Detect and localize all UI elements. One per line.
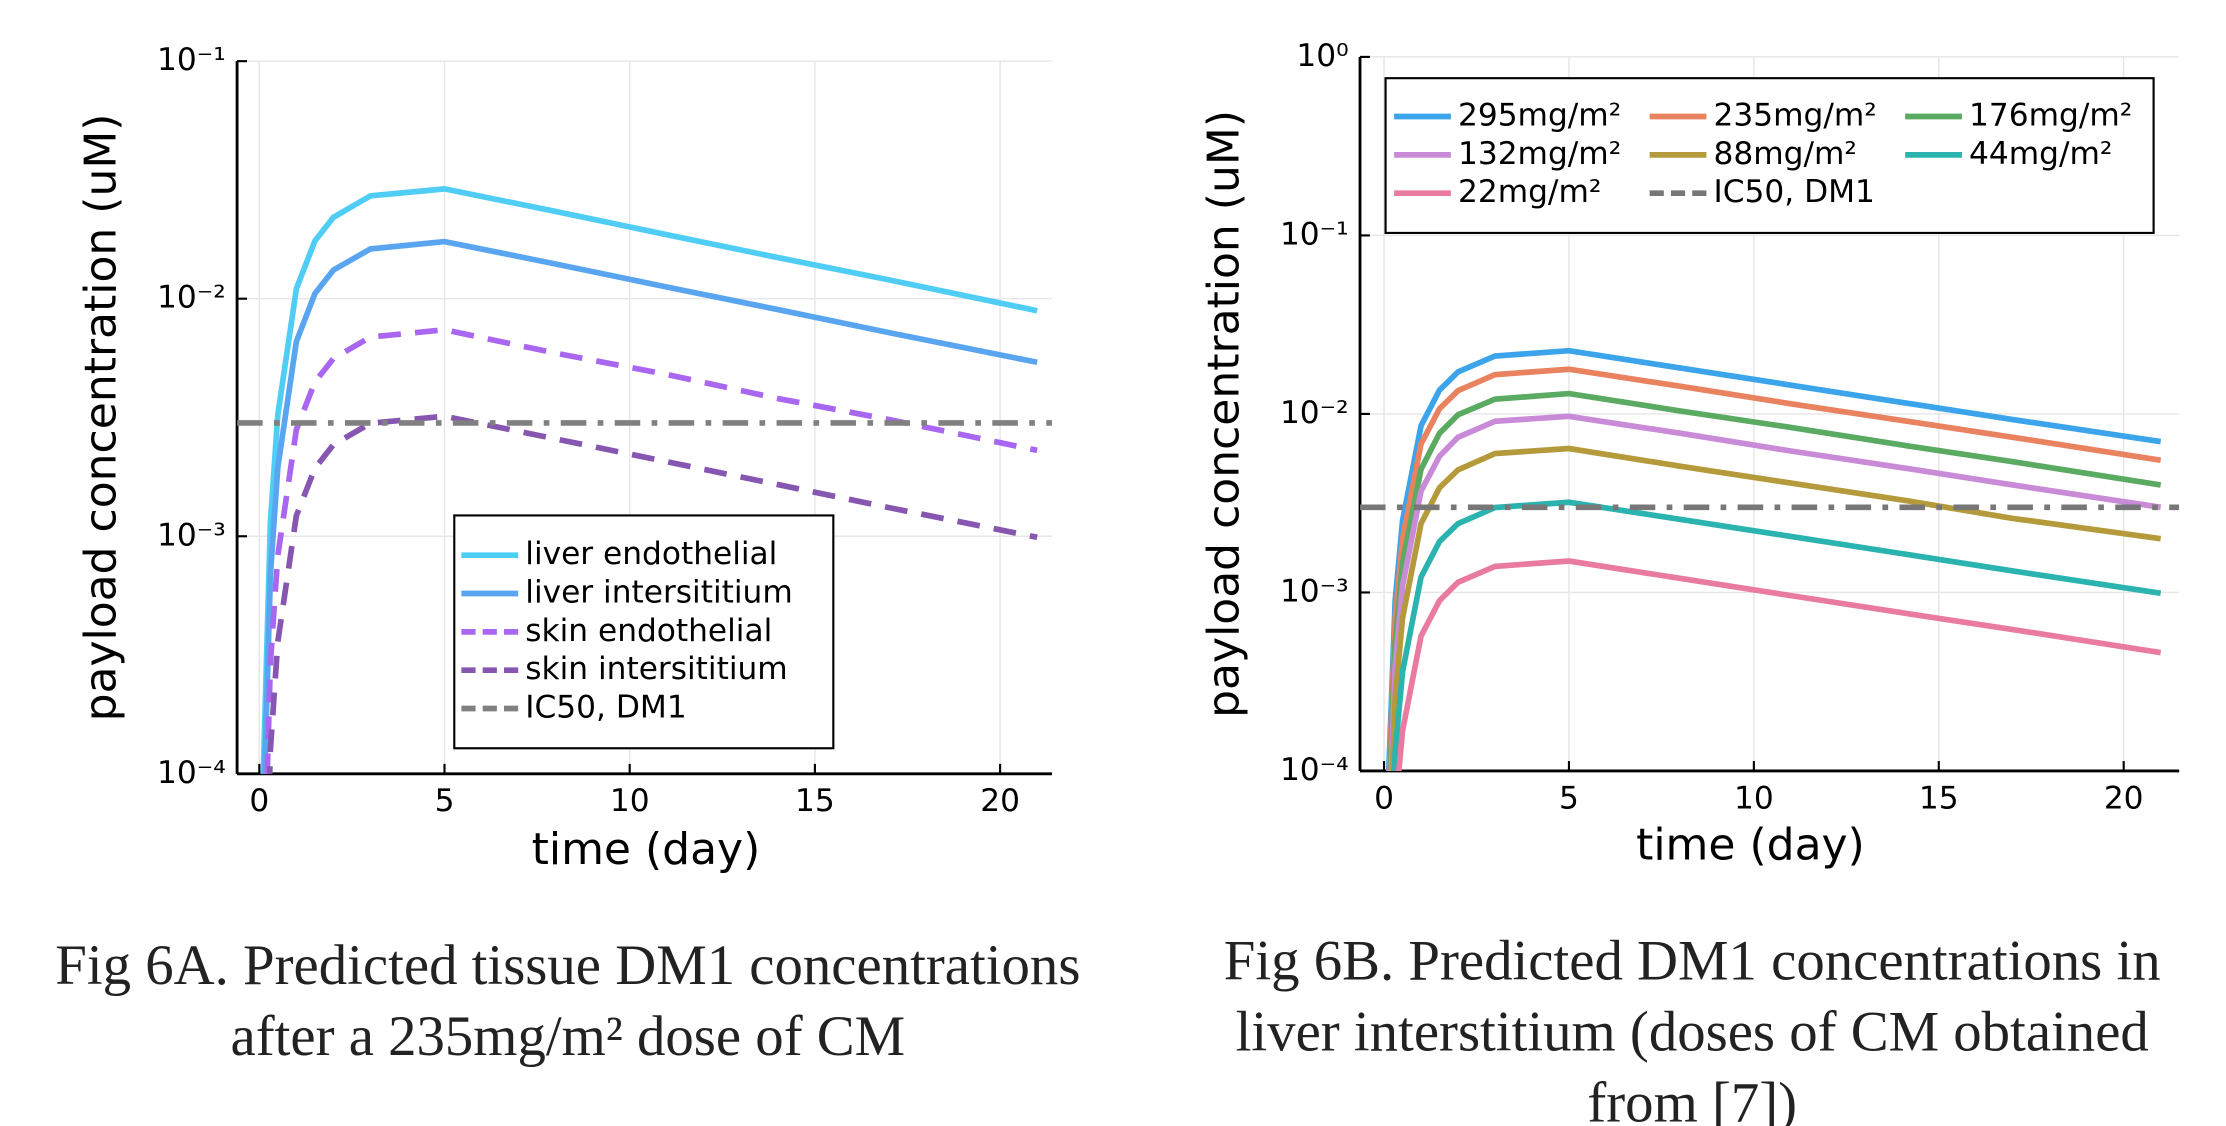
caption-box: Fig 6B. Predicted DM1 concentrations in … bbox=[1223, 928, 2161, 1126]
figure-caption: Fig 6A. Predicted tissue DM1 concentrati… bbox=[55, 932, 1081, 1068]
legend-box bbox=[1384, 77, 2155, 234]
legend-label: liver intersititium bbox=[525, 575, 793, 611]
legend-label: skin intersititium bbox=[525, 651, 787, 687]
series-line bbox=[1391, 499, 2162, 771]
legend-label: skin endothelial bbox=[525, 613, 772, 649]
legend-label: 22mg/m² bbox=[1458, 174, 1601, 210]
legend: 295mg/m² 235mg/m² 176mg/m² 132mg/m² 88mg/m² 4… bbox=[1384, 77, 2155, 234]
x-tick-label: 5 bbox=[1559, 780, 1579, 816]
y-tick-label: 10⁻³ bbox=[1280, 573, 1349, 609]
series-line bbox=[1386, 366, 2162, 771]
chart-panel: 0 5 10 15 20 10⁻⁴ 10⁻³ 10⁻² 10⁻¹ 10⁰ time (day) pay… bbox=[1199, 38, 2180, 1126]
y-tick-label: 10⁻¹ bbox=[1280, 216, 1349, 252]
legend-label: 44mg/m² bbox=[1969, 136, 2112, 172]
series-line bbox=[1395, 558, 2162, 771]
legend-label: IC50, DM1 bbox=[525, 690, 686, 726]
legend-label: 295mg/m² bbox=[1458, 98, 1621, 134]
y-tick-label: 10⁻⁴ bbox=[157, 755, 226, 791]
y-tick-label: 10⁰ bbox=[1296, 38, 1348, 74]
y-tick-label: 10⁻⁴ bbox=[1280, 752, 1349, 788]
figure-caption: Fig 6B. Predicted DM1 concentrations in … bbox=[1223, 928, 2161, 1126]
legend-label: 132mg/m² bbox=[1458, 136, 1621, 172]
series-line bbox=[1387, 390, 2162, 771]
x-tick-label: 5 bbox=[435, 783, 455, 819]
x-tick-label: 15 bbox=[795, 783, 835, 819]
x-tick-label: 15 bbox=[1919, 780, 1959, 816]
x-tick-label: 20 bbox=[980, 783, 1020, 819]
plot-area bbox=[1360, 347, 2180, 771]
y-tick-label: 10⁻² bbox=[1280, 395, 1349, 431]
series-line bbox=[260, 186, 1038, 774]
x-axis-title: time (day) bbox=[532, 824, 761, 875]
series-line bbox=[266, 413, 1038, 774]
x-axis-title: time (day) bbox=[1636, 820, 1865, 871]
y-tick-label: 10⁻³ bbox=[157, 517, 226, 553]
plot-area bbox=[237, 186, 1052, 774]
series-line bbox=[1388, 413, 2162, 771]
x-tick-label: 0 bbox=[249, 783, 269, 819]
series-line bbox=[1385, 347, 2162, 771]
y-tick-label: 10⁻¹ bbox=[157, 42, 226, 78]
x-tick-label: 0 bbox=[1374, 780, 1394, 816]
y-tick-label: 10⁻² bbox=[157, 280, 226, 316]
x-tick-label: 20 bbox=[2104, 780, 2144, 816]
legend-label: 88mg/m² bbox=[1714, 136, 1857, 172]
series-line bbox=[264, 326, 1038, 774]
legend-label: IC50, DM1 bbox=[1714, 174, 1875, 210]
caption-box: Fig 6A. Predicted tissue DM1 concentrati… bbox=[55, 932, 1081, 1068]
legend-label: 176mg/m² bbox=[1969, 98, 2132, 134]
x-tick-label: 10 bbox=[610, 783, 650, 819]
x-tick-label: 10 bbox=[1734, 780, 1774, 816]
y-axis-title: payload concentration (uM) bbox=[76, 114, 127, 722]
legend-label: 235mg/m² bbox=[1714, 98, 1877, 134]
series-line bbox=[1389, 445, 2162, 771]
series-line bbox=[261, 238, 1038, 774]
chart-panel: 0 5 10 15 20 10⁻⁴ 10⁻³ 10⁻² 10⁻¹ time (day) payloa… bbox=[55, 42, 1081, 1068]
y-axis-title: payload concentration (uM) bbox=[1199, 110, 1250, 718]
legend-label: liver endothelial bbox=[525, 536, 777, 572]
